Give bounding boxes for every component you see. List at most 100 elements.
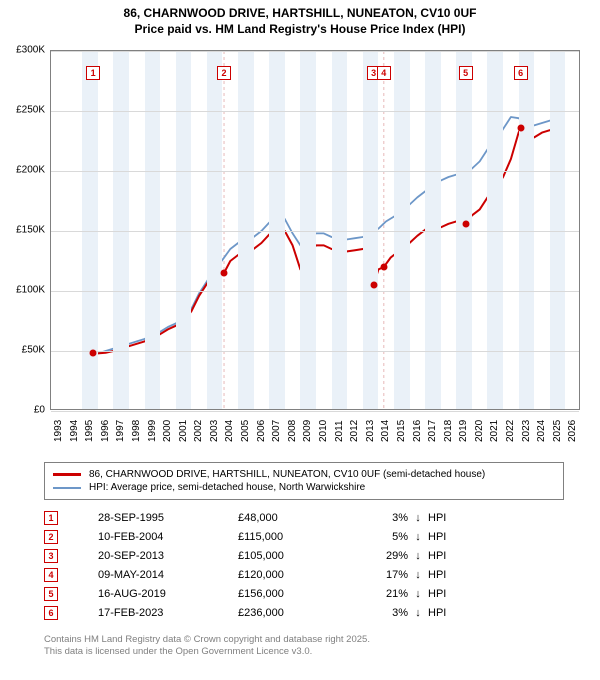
sale-hpi-tag: HPI bbox=[428, 588, 468, 600]
footnote-line-2: This data is licensed under the Open Gov… bbox=[44, 646, 370, 658]
legend-box: 86, CHARNWOOD DRIVE, HARTSHILL, NUNEATON… bbox=[44, 462, 564, 500]
x-axis-label: 2008 bbox=[287, 420, 298, 442]
x-axis-label: 2015 bbox=[396, 420, 407, 442]
sale-dot bbox=[90, 350, 97, 357]
sales-row: 5 16-AUG-2019£156,00021%↓HPI bbox=[44, 584, 564, 603]
sale-hpi-tag: HPI bbox=[428, 531, 468, 543]
x-axis-label: 2018 bbox=[443, 420, 454, 442]
x-axis-label: 1996 bbox=[100, 420, 111, 442]
sale-date: 09-MAY-2014 bbox=[98, 569, 238, 581]
sale-hpi-tag: HPI bbox=[428, 550, 468, 562]
footnote: Contains HM Land Registry data © Crown c… bbox=[44, 634, 370, 658]
sale-pct: 3% bbox=[348, 512, 408, 524]
sale-date: 10-FEB-2004 bbox=[98, 531, 238, 543]
sale-marker: 4 bbox=[377, 66, 391, 80]
footnote-line-1: Contains HM Land Registry data © Crown c… bbox=[44, 634, 370, 646]
x-axis-label: 2012 bbox=[349, 420, 360, 442]
x-axis-label: 2013 bbox=[365, 420, 376, 442]
legend-label-hpi: HPI: Average price, semi-detached house,… bbox=[89, 482, 365, 493]
title-line-1: 86, CHARNWOOD DRIVE, HARTSHILL, NUNEATON… bbox=[4, 6, 596, 22]
sale-marker: 5 bbox=[459, 66, 473, 80]
sale-pct: 29% bbox=[348, 550, 408, 562]
x-axis-label: 2003 bbox=[209, 420, 220, 442]
x-axis-label: 2021 bbox=[489, 420, 500, 442]
sale-date: 17-FEB-2023 bbox=[98, 607, 238, 619]
sale-price: £156,000 bbox=[238, 588, 348, 600]
sales-row: 128-SEP-1995£48,0003%↓HPI bbox=[44, 508, 564, 527]
x-axis-label: 2026 bbox=[567, 420, 578, 442]
x-axis-label: 2009 bbox=[302, 420, 313, 442]
sale-marker: 1 bbox=[86, 66, 100, 80]
down-arrow-icon: ↓ bbox=[408, 550, 428, 562]
title-line-2: Price paid vs. HM Land Registry's House … bbox=[4, 22, 596, 38]
sale-date: 16-AUG-2019 bbox=[98, 588, 238, 600]
y-axis-label: £150K bbox=[16, 225, 45, 236]
x-axis-label: 2005 bbox=[240, 420, 251, 442]
sale-price: £120,000 bbox=[238, 569, 348, 581]
x-axis-label: 2006 bbox=[256, 420, 267, 442]
sale-hpi-tag: HPI bbox=[428, 569, 468, 581]
y-axis-label: £50K bbox=[22, 345, 45, 356]
legend-swatch-pricepaid bbox=[53, 473, 81, 476]
plot-region: 123456 bbox=[50, 50, 580, 410]
sale-marker: 6 bbox=[514, 66, 528, 80]
sale-price: £115,000 bbox=[238, 531, 348, 543]
down-arrow-icon: ↓ bbox=[408, 588, 428, 600]
sale-marker: 2 bbox=[217, 66, 231, 80]
sale-pct: 17% bbox=[348, 569, 408, 581]
x-axis-label: 2016 bbox=[412, 420, 423, 442]
down-arrow-icon: ↓ bbox=[408, 607, 428, 619]
x-axis-label: 1995 bbox=[84, 420, 95, 442]
x-axis-label: 2014 bbox=[380, 420, 391, 442]
sales-table: 128-SEP-1995£48,0003%↓HPI210-FEB-2004£11… bbox=[44, 508, 564, 622]
sale-dot bbox=[380, 264, 387, 271]
x-axis-label: 1994 bbox=[69, 420, 80, 442]
sale-pct: 3% bbox=[348, 607, 408, 619]
sale-pct: 21% bbox=[348, 588, 408, 600]
x-axis-label: 2007 bbox=[271, 420, 282, 442]
sale-date: 28-SEP-1995 bbox=[98, 512, 238, 524]
x-axis-label: 1997 bbox=[115, 420, 126, 442]
y-axis-label: £300K bbox=[16, 45, 45, 56]
x-axis-label: 2001 bbox=[178, 420, 189, 442]
down-arrow-icon: ↓ bbox=[408, 569, 428, 581]
sales-row: 617-FEB-2023£236,0003%↓HPI bbox=[44, 603, 564, 622]
legend-row: 86, CHARNWOOD DRIVE, HARTSHILL, NUNEATON… bbox=[53, 468, 555, 481]
x-axis-label: 1999 bbox=[147, 420, 158, 442]
x-axis-label: 2002 bbox=[193, 420, 204, 442]
x-axis-label: 2023 bbox=[521, 420, 532, 442]
sale-date: 20-SEP-2013 bbox=[98, 550, 238, 562]
x-axis-label: 2025 bbox=[552, 420, 563, 442]
sale-price: £105,000 bbox=[238, 550, 348, 562]
sale-marker-small: 2 bbox=[44, 530, 58, 544]
sales-row: 3 20-SEP-2013£105,00029%↓HPI bbox=[44, 546, 564, 565]
x-axis-label: 2022 bbox=[505, 420, 516, 442]
chart-area: 123456 £0£50K£100K£150K£200K£250K£300K19… bbox=[50, 50, 580, 430]
sales-row: 210-FEB-2004£115,0005%↓HPI bbox=[44, 527, 564, 546]
sale-price: £236,000 bbox=[238, 607, 348, 619]
sale-marker-small: 5 bbox=[44, 587, 58, 601]
down-arrow-icon: ↓ bbox=[408, 531, 428, 543]
sale-dot bbox=[370, 282, 377, 289]
sale-marker-small: 1 bbox=[44, 511, 58, 525]
y-axis-label: £0 bbox=[34, 405, 45, 416]
sale-price: £48,000 bbox=[238, 512, 348, 524]
sale-hpi-tag: HPI bbox=[428, 607, 468, 619]
sale-marker-small: 3 bbox=[44, 549, 58, 563]
sale-dot bbox=[517, 124, 524, 131]
sale-dot bbox=[221, 270, 228, 277]
x-axis-label: 2004 bbox=[224, 420, 235, 442]
x-axis-label: 1993 bbox=[53, 420, 64, 442]
y-axis-label: £250K bbox=[16, 105, 45, 116]
x-axis-label: 2020 bbox=[474, 420, 485, 442]
legend-swatch-hpi bbox=[53, 487, 81, 489]
sale-dot bbox=[462, 220, 469, 227]
legend-row: HPI: Average price, semi-detached house,… bbox=[53, 481, 555, 494]
down-arrow-icon: ↓ bbox=[408, 512, 428, 524]
x-axis-label: 2017 bbox=[427, 420, 438, 442]
x-axis-label: 1998 bbox=[131, 420, 142, 442]
chart-title-block: 86, CHARNWOOD DRIVE, HARTSHILL, NUNEATON… bbox=[0, 0, 600, 39]
sale-marker-small: 4 bbox=[44, 568, 58, 582]
x-axis-label: 2010 bbox=[318, 420, 329, 442]
sales-row: 4 09-MAY-2014£120,00017%↓HPI bbox=[44, 565, 564, 584]
